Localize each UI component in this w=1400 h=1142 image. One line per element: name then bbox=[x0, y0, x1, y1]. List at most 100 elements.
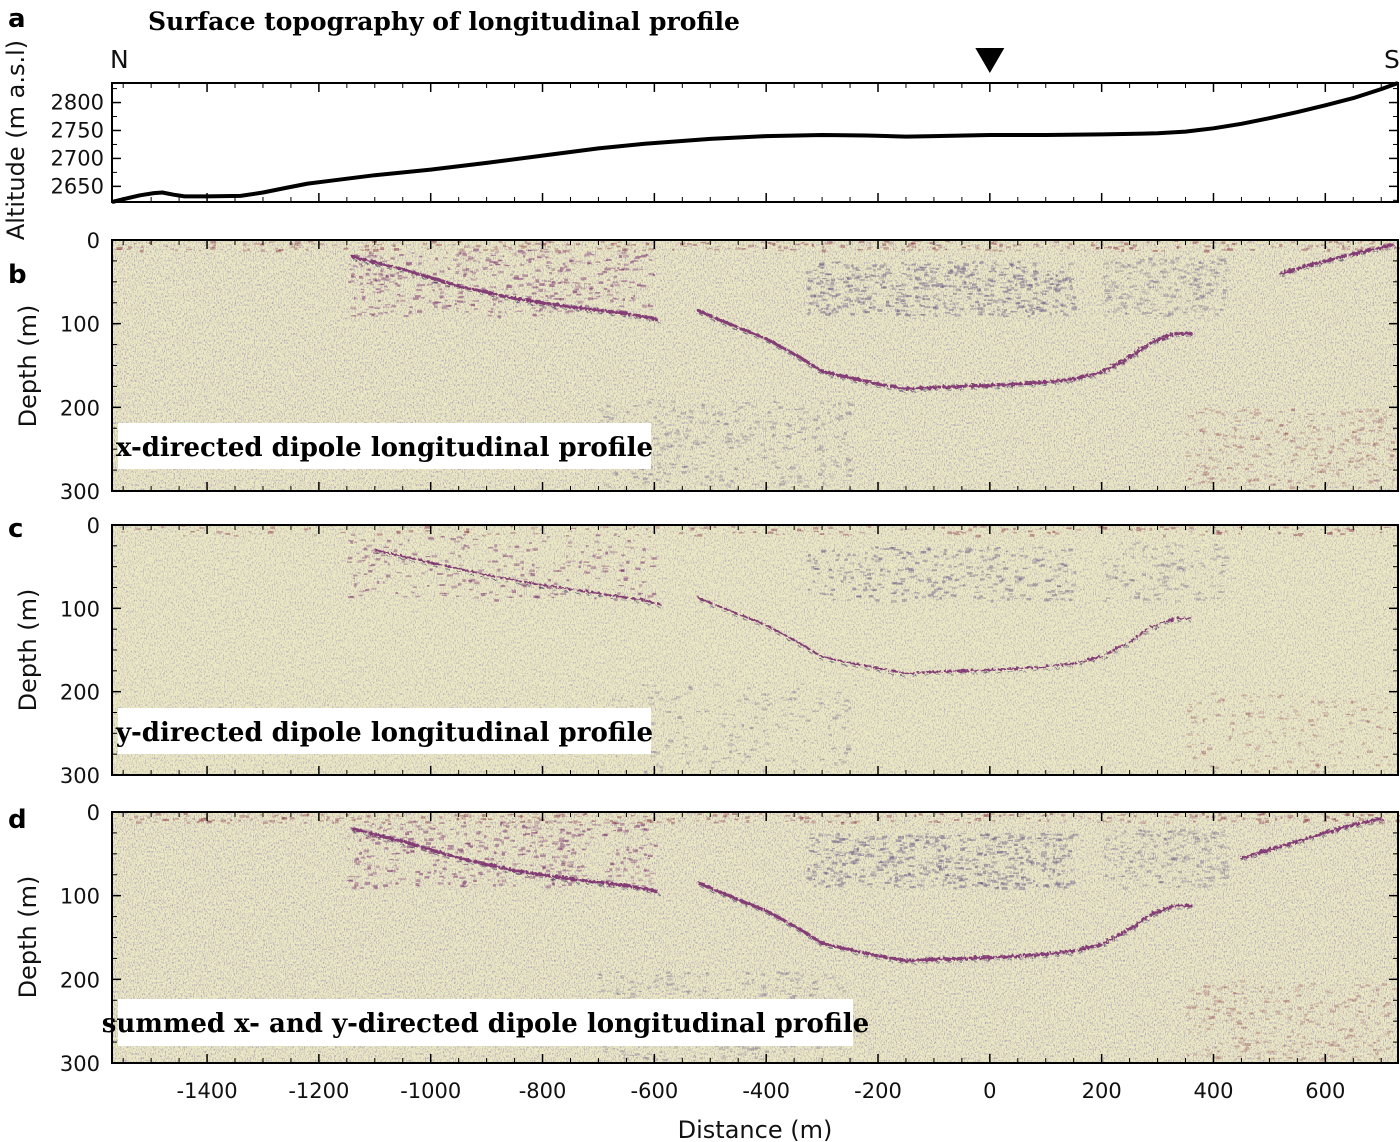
scatter-speck bbox=[463, 863, 469, 865]
scatter-speck bbox=[365, 588, 370, 592]
scatter-speck bbox=[710, 767, 715, 769]
scatter-speck bbox=[1221, 296, 1227, 299]
scatter-speck bbox=[852, 862, 859, 864]
scatter-speck bbox=[1046, 843, 1049, 845]
scatter-speck bbox=[996, 886, 999, 889]
scatter-speck bbox=[1183, 281, 1186, 285]
scatter-speck bbox=[360, 856, 364, 859]
scatter-speck bbox=[363, 573, 368, 576]
scatter-speck bbox=[700, 481, 703, 485]
scatter-speck bbox=[971, 308, 978, 310]
scatter-speck bbox=[866, 267, 872, 270]
scatter-speck bbox=[571, 861, 574, 863]
scatter-speck bbox=[456, 264, 460, 268]
scatter-speck bbox=[800, 529, 804, 532]
scatter-speck bbox=[1069, 299, 1072, 301]
scatter-speck bbox=[812, 870, 816, 873]
scatter-speck bbox=[945, 874, 949, 877]
scatter-speck bbox=[760, 717, 764, 720]
scatter-speck bbox=[364, 555, 370, 558]
scatter-speck bbox=[1291, 241, 1296, 243]
scatter-speck bbox=[1204, 597, 1207, 599]
scatter-speck bbox=[1131, 556, 1135, 559]
scatter-speck bbox=[964, 275, 970, 279]
scatter-speck bbox=[897, 298, 901, 300]
scatter-speck bbox=[992, 249, 998, 252]
scatter-speck bbox=[1257, 1056, 1261, 1060]
scatter-speck bbox=[482, 593, 487, 595]
scatter-speck bbox=[719, 479, 725, 482]
scatter-speck bbox=[1009, 263, 1012, 266]
scatter-speck bbox=[1108, 246, 1112, 249]
scatter-speck bbox=[1060, 287, 1067, 289]
scatter-speck bbox=[1163, 528, 1170, 530]
scatter-speck bbox=[1304, 444, 1308, 447]
scatter-speck bbox=[867, 573, 871, 576]
scatter-speck bbox=[391, 304, 397, 308]
scatter-speck bbox=[894, 554, 901, 556]
scatter-speck bbox=[828, 293, 833, 296]
scatter-speck bbox=[470, 303, 475, 307]
scatter-speck bbox=[424, 526, 430, 529]
scatter-speck bbox=[884, 865, 888, 868]
scatter-speck bbox=[1377, 418, 1384, 421]
scatter-speck bbox=[412, 586, 417, 588]
scatter-speck bbox=[1199, 262, 1204, 264]
scatter-speck bbox=[976, 845, 979, 847]
scatter-speck bbox=[455, 861, 461, 863]
scatter-speck bbox=[963, 584, 966, 587]
scatter-speck bbox=[489, 264, 493, 266]
scatter-speck bbox=[1209, 879, 1214, 882]
scatter-speck bbox=[615, 971, 620, 973]
scatter-speck bbox=[549, 294, 555, 297]
scatter-speck bbox=[987, 875, 992, 877]
scatter-speck bbox=[408, 837, 414, 841]
scatter-speck bbox=[1022, 567, 1028, 570]
scatter-speck bbox=[850, 576, 854, 580]
scatter-speck bbox=[870, 855, 875, 858]
scatter-speck bbox=[830, 588, 836, 591]
scatter-speck bbox=[786, 436, 792, 438]
scatter-speck bbox=[846, 401, 850, 405]
scatter-speck bbox=[936, 298, 942, 300]
scatter-speck bbox=[914, 299, 921, 303]
scatter-speck bbox=[464, 868, 470, 871]
scatter-speck bbox=[689, 410, 694, 413]
scatter-speck bbox=[729, 447, 735, 450]
scatter-speck bbox=[1000, 530, 1005, 533]
scatter-speck bbox=[1351, 710, 1357, 712]
scatter-speck bbox=[586, 251, 592, 255]
scatter-speck bbox=[827, 287, 834, 290]
scatter-speck bbox=[1070, 590, 1074, 593]
scatter-speck bbox=[861, 875, 866, 878]
scatter-speck bbox=[1126, 294, 1130, 296]
scatter-speck bbox=[391, 839, 396, 842]
scatter-speck bbox=[424, 876, 430, 879]
scatter-speck bbox=[849, 304, 855, 306]
scatter-speck bbox=[710, 430, 714, 434]
scatter-speck bbox=[880, 548, 883, 550]
scatter-speck bbox=[808, 553, 811, 557]
scatter-speck bbox=[1388, 467, 1394, 469]
scatter-speck bbox=[1132, 285, 1137, 288]
scatter-speck bbox=[562, 869, 567, 872]
scatter-speck bbox=[871, 871, 876, 874]
scatter-speck bbox=[958, 878, 964, 881]
scatter-speck bbox=[1059, 270, 1065, 274]
scatter-speck bbox=[1336, 242, 1343, 245]
scatter-speck bbox=[891, 287, 896, 290]
scatter-speck bbox=[1373, 442, 1378, 445]
scatter-speck bbox=[835, 836, 840, 840]
scatter-speck bbox=[1311, 484, 1316, 488]
scatter-speck bbox=[1294, 446, 1301, 449]
scatter-speck bbox=[1018, 548, 1024, 550]
scatter-speck bbox=[1365, 720, 1369, 723]
scatter-speck bbox=[843, 280, 849, 284]
scatter-speck bbox=[1368, 468, 1372, 472]
scatter-speck bbox=[1163, 294, 1170, 297]
scatter-speck bbox=[1108, 858, 1112, 861]
scatter-speck bbox=[394, 864, 397, 867]
scatter-speck bbox=[571, 863, 574, 866]
scatter-speck bbox=[1155, 241, 1161, 243]
scatter-speck bbox=[1169, 849, 1173, 852]
